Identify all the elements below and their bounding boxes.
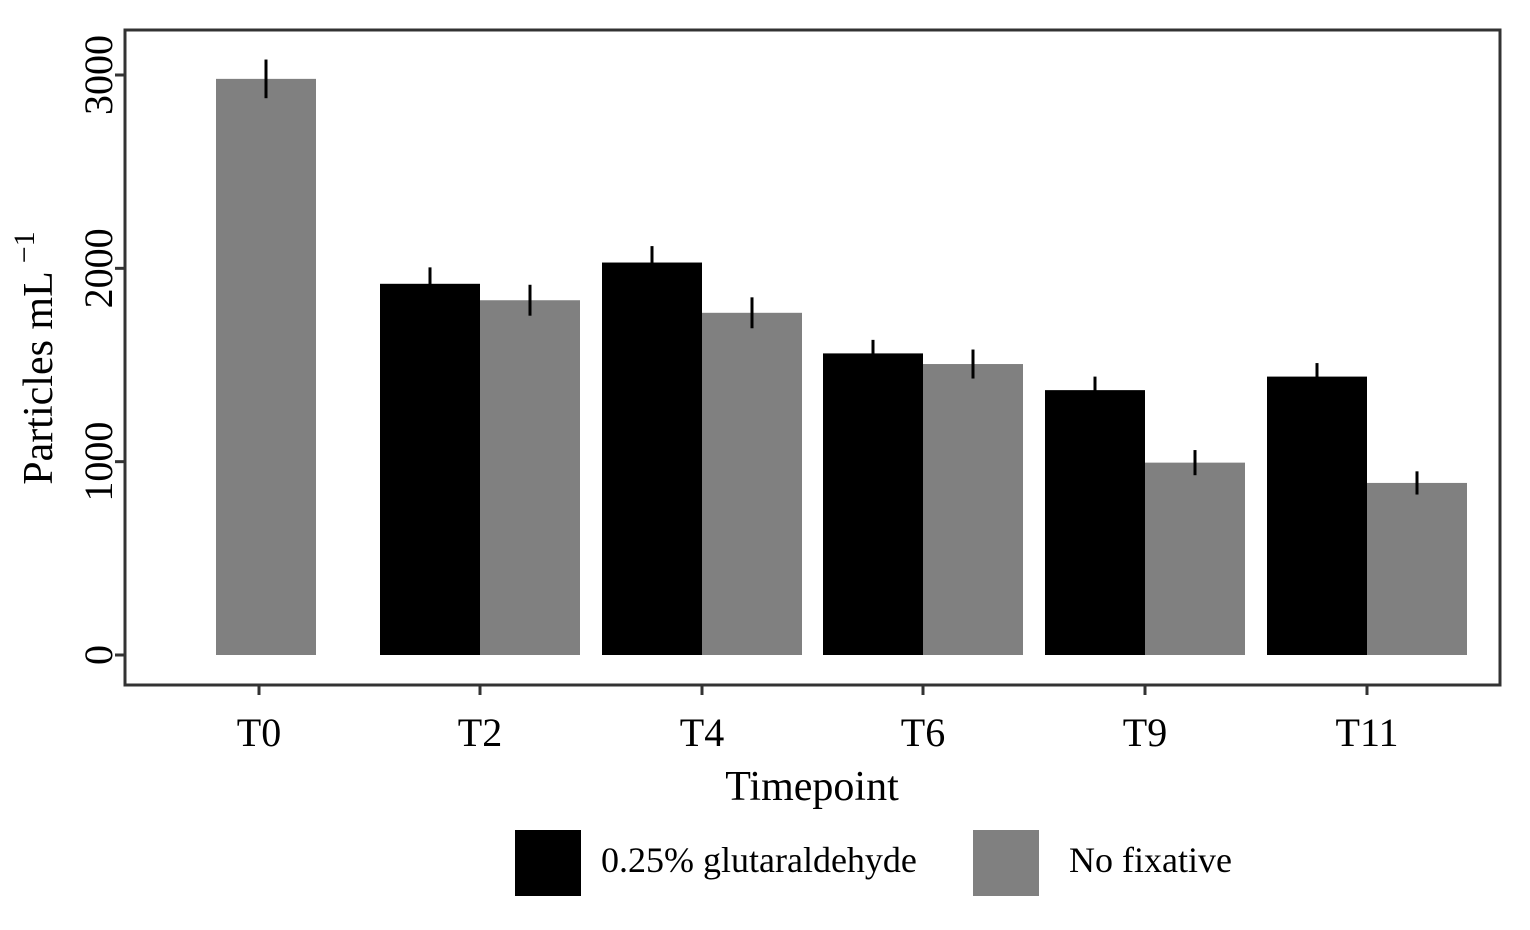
- x-tick-label-t4: T4: [680, 710, 724, 755]
- bar-t4-0-25-glutaraldehyde: [602, 262, 702, 655]
- y-tick-label-0: 0: [76, 645, 121, 665]
- plot-panel-border: [123, 28, 1502, 687]
- y-tick-label-1000: 1000: [76, 422, 121, 502]
- x-axis-title: Timepoint: [725, 764, 899, 810]
- bar-t2-no-fixative: [480, 300, 580, 655]
- x-axis: T0 T2 T4 T6 T9 T11: [237, 685, 1399, 755]
- y-axis: 0 1000 2000 3000: [76, 35, 125, 665]
- bar-t2-0-25-glutaraldehyde: [380, 283, 480, 655]
- svg-text:Particles mL−1: Particles mL −1: [8, 231, 62, 484]
- legend-label-glutaraldehyde: 0.25% glutaraldehyde: [601, 840, 917, 880]
- y-axis-title: Particles mL −1: [8, 231, 62, 484]
- y-axis-title-superscript: −1: [8, 231, 41, 263]
- x-tick-label-t0: T0: [237, 710, 281, 755]
- y-tick-label-2000: 2000: [76, 228, 121, 308]
- bar-t0-no-fixative: [216, 78, 316, 655]
- y-axis-title-main: Particles mL: [16, 271, 62, 484]
- y-tick-label-3000: 3000: [76, 35, 121, 115]
- bar-t11-no-fixative: [1367, 482, 1467, 655]
- x-tick-label-t2: T2: [458, 710, 502, 755]
- error-bars-layer: [264, 59, 1419, 495]
- legend-label-no-fixative: No fixative: [1069, 840, 1232, 880]
- bar-t11-0-25-glutaraldehyde: [1267, 376, 1367, 655]
- x-tick-label-t9: T9: [1123, 710, 1167, 755]
- bar-t4-no-fixative: [702, 312, 802, 655]
- bar-t9-0-25-glutaraldehyde: [1045, 390, 1145, 655]
- legend-swatch-no-fixative: [973, 830, 1039, 896]
- legend-swatch-glutaraldehyde: [515, 830, 581, 896]
- bar-t6-no-fixative: [923, 364, 1023, 655]
- bars-layer: [216, 78, 1467, 655]
- x-tick-label-t11: T11: [1336, 710, 1399, 755]
- bar-t9-no-fixative: [1145, 462, 1245, 655]
- x-tick-label-t6: T6: [901, 710, 945, 755]
- legend: 0.25% glutaraldehyde No fixative: [515, 830, 1232, 896]
- bar-t6-0-25-glutaraldehyde: [823, 353, 923, 655]
